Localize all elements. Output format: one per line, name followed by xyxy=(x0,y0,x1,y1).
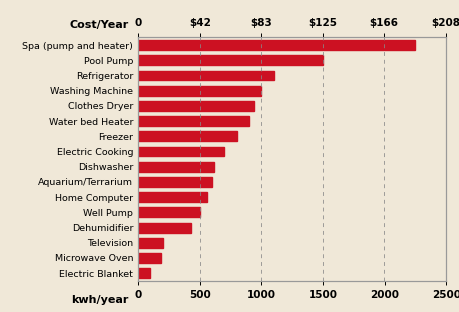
Bar xyxy=(138,40,414,50)
Text: kwh/year: kwh/year xyxy=(71,295,129,305)
Bar xyxy=(138,55,322,65)
Bar xyxy=(138,177,212,187)
Bar xyxy=(138,207,199,217)
Bar xyxy=(138,101,253,111)
Bar xyxy=(138,162,214,172)
Bar xyxy=(138,116,248,126)
Bar xyxy=(138,86,261,95)
Bar xyxy=(138,238,162,248)
Bar xyxy=(138,71,273,80)
Bar xyxy=(138,253,161,263)
Bar xyxy=(138,131,236,141)
Bar xyxy=(138,147,224,156)
Bar xyxy=(138,192,207,202)
Bar xyxy=(138,223,190,232)
Text: Cost/Year: Cost/Year xyxy=(69,20,129,30)
Bar xyxy=(138,268,150,278)
